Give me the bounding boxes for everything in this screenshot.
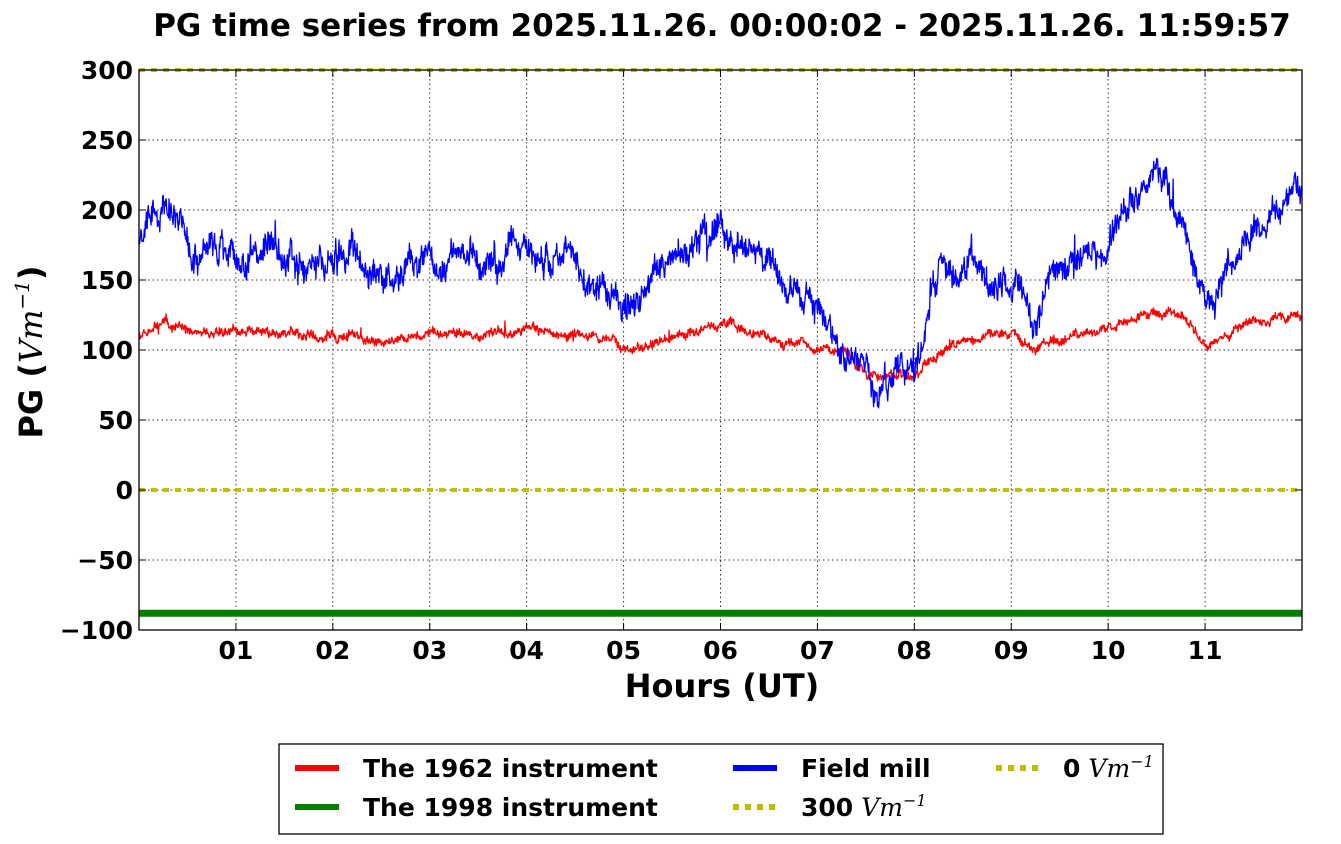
legend-label-1962: The 1962 instrument (363, 754, 658, 783)
y-axis-label-close: ) (12, 265, 50, 280)
legend-label-0-main: 0 (1063, 754, 1080, 783)
y-axis-label-main: PG ( (12, 363, 50, 438)
grid-lines (139, 69, 1302, 631)
x-tick-label: 02 (315, 636, 350, 665)
series-the-1962-instrument-line (138, 306, 1303, 382)
legend-label-0-unit: Vm (1088, 754, 1130, 783)
y-tick-label: 100 (81, 336, 133, 365)
legend-label-0: 0 Vm−1 (1063, 752, 1154, 783)
legend-label-0-exp: −1 (1130, 752, 1154, 771)
x-tick-label: 05 (606, 636, 641, 665)
x-tick-label: 03 (412, 636, 447, 665)
y-tick-label: 150 (81, 266, 133, 295)
y-tick-label: −100 (60, 616, 133, 645)
x-tick-label: 11 (1188, 636, 1223, 665)
y-axis-label-exp: −1 (10, 280, 34, 309)
legend-frame (278, 743, 1164, 835)
x-tick-label: 08 (897, 636, 932, 665)
x-tick-label: 10 (1091, 636, 1126, 665)
legend-label-300-exp: −1 (903, 791, 927, 810)
y-tick-label: −50 (77, 546, 133, 575)
y-axis-label-unit: Vm (12, 310, 50, 363)
x-ticks: 01 02 03 04 05 06 07 08 09 10 11 (219, 70, 1223, 665)
legend: The 1962 instrument Field mill 0 Vm−1 The… (278, 743, 1164, 835)
x-tick-label: 01 (219, 636, 254, 665)
y-tick-label: 300 (81, 56, 133, 85)
series-field-mill-line (138, 157, 1303, 409)
x-tick-label: 04 (509, 636, 544, 665)
legend-label-300-main: 300 (801, 793, 853, 822)
legend-label-field-mill: Field mill (801, 754, 931, 783)
x-tick-label: 07 (800, 636, 835, 665)
legend-label-300: 300 Vm−1 (801, 791, 927, 822)
series-layer (138, 68, 1303, 617)
y-tick-label: 200 (81, 196, 133, 225)
x-axis-label: Hours (UT) (625, 667, 820, 705)
y-tick-label: 50 (98, 406, 133, 435)
y-axis-label-group: PG (Vm−1) (10, 265, 50, 438)
y-tick-label: 250 (81, 126, 133, 155)
x-tick-label: 09 (994, 636, 1029, 665)
y-tick-label: 0 (116, 476, 133, 505)
x-tick-label: 06 (703, 636, 738, 665)
legend-label-1998: The 1998 instrument (363, 793, 658, 822)
y-ticks: −100 −50 0 50 100 150 200 250 300 (60, 56, 1302, 645)
chart-title: PG time series from 2025.11.26. 00:00:02… (153, 8, 1291, 44)
legend-label-300-unit: Vm (861, 793, 903, 822)
y-axis-label: PG (Vm−1) (10, 265, 50, 438)
